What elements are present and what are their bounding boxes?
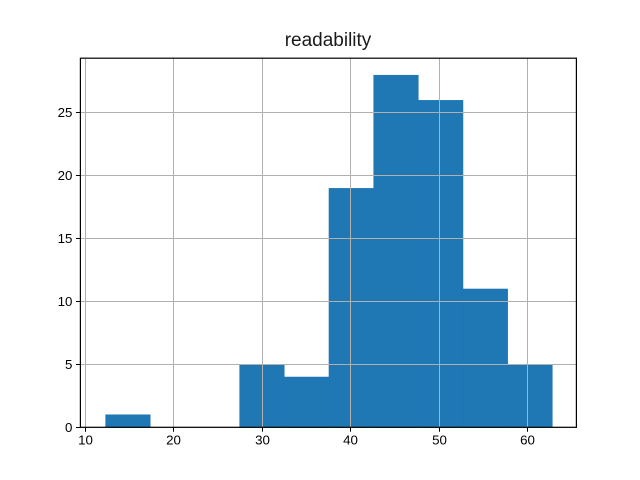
svg-text:5: 5 bbox=[65, 357, 72, 372]
svg-text:40: 40 bbox=[343, 432, 358, 447]
svg-text:50: 50 bbox=[432, 432, 447, 447]
svg-text:10: 10 bbox=[78, 432, 93, 447]
svg-text:25: 25 bbox=[58, 105, 73, 120]
svg-text:20: 20 bbox=[58, 168, 73, 183]
svg-text:60: 60 bbox=[520, 432, 535, 447]
svg-text:20: 20 bbox=[166, 432, 181, 447]
svg-text:15: 15 bbox=[58, 231, 73, 246]
svg-text:10: 10 bbox=[58, 294, 73, 309]
svg-text:30: 30 bbox=[255, 432, 270, 447]
svg-text:0: 0 bbox=[65, 420, 72, 435]
